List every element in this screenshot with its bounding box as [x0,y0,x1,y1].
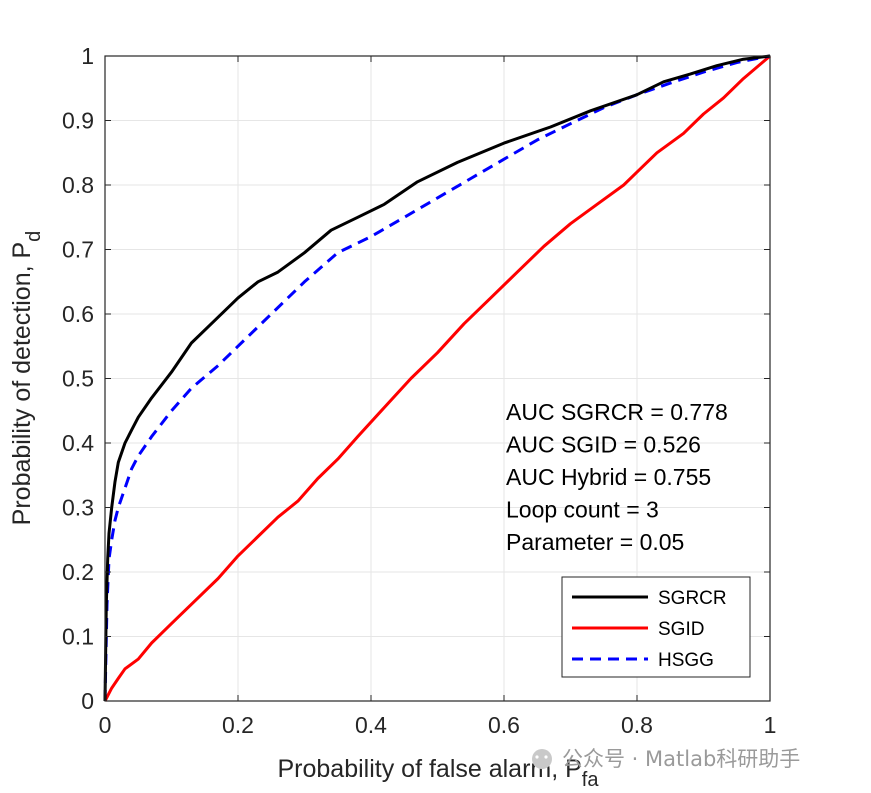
y-axis-label-subscript: d [23,231,45,242]
annotation-line: Parameter = 0.05 [506,529,684,555]
wechat-icon [532,749,552,769]
y-axis-label: Probability of detection, Pd [8,231,45,526]
x-tick-label: 0 [99,712,112,738]
watermark-text: 公众号 · Matlab科研助手 [562,747,800,771]
annotation-line: AUC SGRCR = 0.778 [506,399,728,425]
legend-label: HSGG [658,650,714,671]
series-lines [103,54,771,702]
y-tick-label: 0.3 [62,495,94,521]
y-tick-label: 0 [81,688,94,714]
series-line-hsgg [103,54,771,702]
annotation-line: AUC SGID = 0.526 [506,432,701,458]
series-line-sgrcr [103,54,771,702]
y-tick-label: 1 [81,43,94,69]
annotation-block: AUC SGRCR = 0.778 AUC SGID = 0.526 AUC Hyb… [506,399,728,555]
series-line-sgid [103,54,771,702]
y-tick-label: 0.9 [62,108,94,134]
y-tick-label: 0.7 [62,237,94,263]
x-tick-label: 0.2 [222,712,254,738]
x-axis-label-subscript: fa [582,769,600,791]
y-tick-label: 0.1 [62,624,94,650]
x-axis-label: Probability of false alarm, Pfa [278,755,600,791]
x-axis-label-main: Probability of false alarm, P [278,755,582,783]
watermark: 公众号 · Matlab科研助手 [532,747,800,771]
wechat-icon-eye-right [544,755,548,759]
x-tick-label: 0.8 [621,712,653,738]
y-axis-label-main: Probability of detection, P [8,242,36,526]
y-tick-label: 0.4 [62,430,94,456]
x-tick-label: 0.6 [488,712,520,738]
x-tick-label: 0.4 [355,712,387,738]
y-tick-label: 0.5 [62,366,94,392]
legend-label: SGRCR [658,588,727,609]
annotation-line: AUC Hybrid = 0.755 [506,464,711,490]
legend-label: SGID [658,619,704,640]
annotation-line: Loop count = 3 [506,497,659,523]
legend: SGRCR SGID HSGG [561,576,751,678]
y-tick-label: 0.6 [62,301,94,327]
wechat-icon-eye-left [535,755,539,759]
y-tick-label: 0.2 [62,559,94,585]
x-tick-label: 1 [764,712,777,738]
ticks: 0 0.2 0.4 0.6 0.8 1 0 0.1 0.2 0.3 0.4 0.5 0.6 0.7 0.8 0… [62,43,776,738]
y-tick-label: 0.8 [62,172,94,198]
